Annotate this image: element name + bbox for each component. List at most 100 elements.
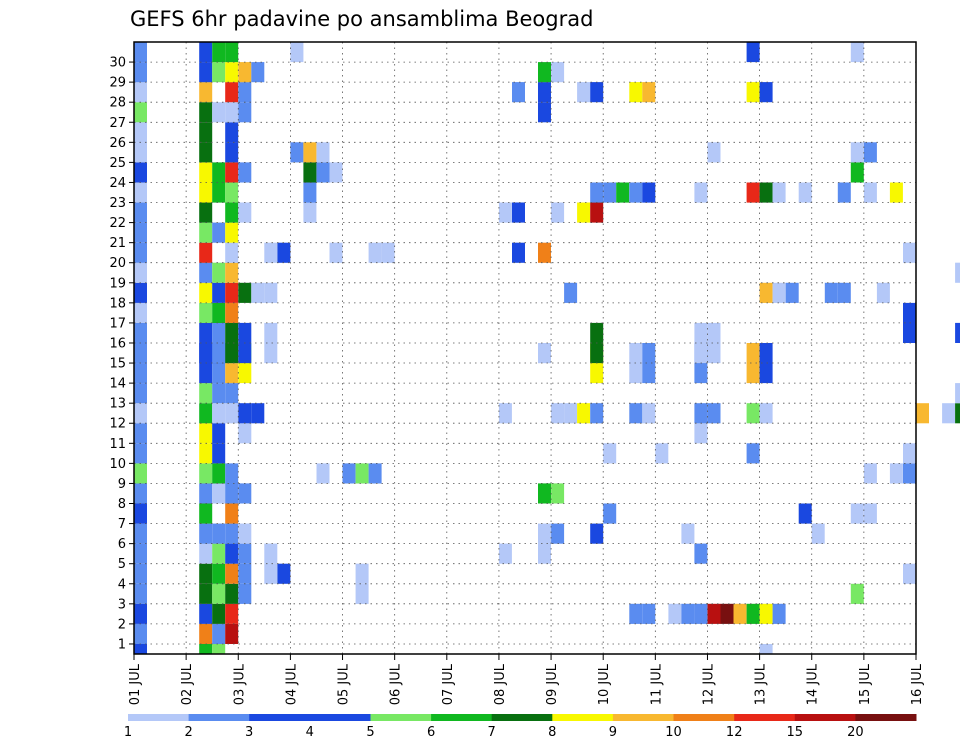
heat-cell [498,202,512,223]
x-tick-label: 03 JUL [232,663,247,705]
heat-cell [225,383,239,404]
y-tick-label: 26 [109,136,126,151]
y-tick-label: 29 [109,76,126,91]
heat-cell [694,543,708,564]
heat-cell [316,162,330,183]
heat-cell [707,403,721,424]
heat-cell [212,644,226,654]
chart-title: GEFS 6hr padavine po ansamblima Beograd [130,7,593,31]
heat-cell [746,42,760,63]
heat-cell [590,363,604,384]
heat-cell [642,343,656,364]
heat-cell [134,403,147,424]
heat-cell [199,463,213,484]
y-tick-label: 20 [109,256,126,271]
colorbar-label: 10 [665,725,682,740]
heat-cell [225,182,239,203]
heat-cell [759,644,773,654]
heat-cell [199,222,213,243]
heat-cell [134,282,147,303]
heat-cell [134,202,147,223]
heat-cell [303,142,317,163]
colorbar-label: 20 [847,725,864,740]
heat-cell [238,423,252,444]
heat-cell [238,202,252,223]
heat-cell [303,202,317,223]
heat-cell [903,443,916,464]
heat-cell [590,322,604,343]
heat-cell [134,142,147,163]
heat-cell [264,282,278,303]
y-tick-label: 10 [109,457,126,472]
heat-cell [238,162,252,183]
heat-cell [212,322,226,343]
heat-cell [225,523,239,544]
colorbar-segment [431,714,493,721]
heat-cell [707,142,721,163]
heat-cell [134,483,147,504]
heat-cell [824,282,838,303]
heat-cell [837,182,851,203]
x-tick-label: 12 JUL [701,663,716,705]
heat-cell [538,523,551,544]
heat-cell [225,483,239,504]
heat-cell [251,403,265,424]
heat-cell [629,343,643,364]
heat-cell [303,182,317,203]
heat-cell [212,282,226,303]
colorbar-label: 1 [124,725,132,740]
heat-cell [134,363,147,384]
heat-cell [863,463,877,484]
heat-cell [251,282,265,303]
heat-cell [238,363,252,384]
heat-cell [694,363,708,384]
heat-cell [303,162,317,183]
colorbar-label: 7 [488,725,496,740]
heat-cell [590,343,604,364]
heat-cell [290,142,304,163]
x-tick-label: 10 JUL [597,663,612,705]
colorbar-label: 2 [184,725,192,740]
heat-cell [199,82,213,103]
heat-cell [225,583,239,604]
heat-cell [512,82,525,103]
plot-frame [133,41,917,655]
colorbar: 1 2 3 4 5 6 7 8 9 10 12 15 20 [124,714,917,740]
y-tick-label: 1 [118,637,126,652]
heat-cell [603,443,617,464]
heat-cell [225,162,239,183]
heat-cell [212,483,226,504]
heat-cell [199,443,213,464]
heat-cell [850,503,864,524]
heat-cell [577,403,591,424]
heat-cell [355,583,369,604]
heat-cell [955,322,960,343]
heat-cell [707,343,721,364]
heat-cell [238,343,252,364]
heat-cell [772,603,786,624]
heat-cell [785,282,799,303]
y-tick-label: 18 [109,296,126,311]
colorbar-label: 8 [548,725,556,740]
heat-cell [655,443,669,464]
heat-cell [134,383,147,404]
heat-cell [199,644,213,654]
heat-cell [199,322,213,343]
heat-cell [199,563,213,584]
colorbar-label: 5 [366,725,374,740]
heat-cell [225,322,239,343]
heat-cell [199,523,213,544]
heat-cell [798,503,812,524]
heat-cell [212,182,226,203]
y-tick-label: 7 [118,517,126,532]
heat-cell [199,483,213,504]
heat-cell [134,82,147,103]
heat-cell [238,583,252,604]
heat-cell [212,262,226,283]
heat-cell [225,623,239,644]
heat-cell [577,202,591,223]
y-tick-label: 28 [109,96,126,111]
heat-cell [733,603,747,624]
heat-cell [903,322,916,343]
heat-cell [134,583,147,604]
